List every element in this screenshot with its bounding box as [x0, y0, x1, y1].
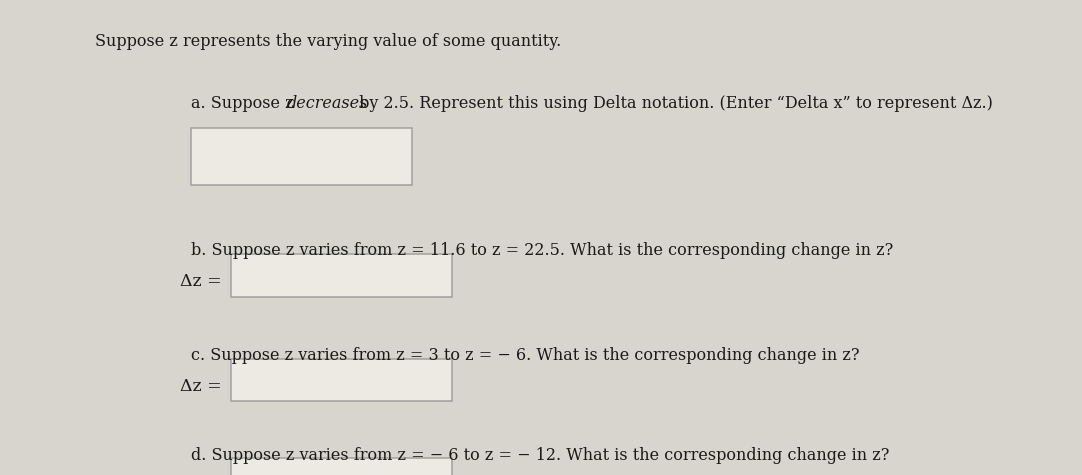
FancyBboxPatch shape: [230, 458, 452, 475]
Text: b. Suppose z varies from z = 11.6 to z = 22.5. What is the corresponding change : b. Suppose z varies from z = 11.6 to z =…: [190, 242, 893, 259]
Text: Δz =: Δz =: [181, 273, 222, 290]
Text: a. Suppose z: a. Suppose z: [190, 95, 299, 112]
Text: Suppose z represents the varying value of some quantity.: Suppose z represents the varying value o…: [95, 33, 562, 50]
Text: Δz =: Δz =: [181, 378, 222, 395]
FancyBboxPatch shape: [230, 254, 452, 297]
Text: d. Suppose z varies from z = − 6 to z = − 12. What is the corresponding change i: d. Suppose z varies from z = − 6 to z = …: [190, 447, 889, 465]
FancyBboxPatch shape: [230, 359, 452, 401]
Text: by 2.5. Represent this using Delta notation. (Enter “Delta x” to represent Δz.): by 2.5. Represent this using Delta notat…: [354, 95, 992, 112]
FancyBboxPatch shape: [190, 128, 412, 185]
Text: c. Suppose z varies from z = 3 to z = − 6. What is the corresponding change in z: c. Suppose z varies from z = 3 to z = − …: [190, 347, 859, 364]
Text: decreases: decreases: [287, 95, 368, 112]
